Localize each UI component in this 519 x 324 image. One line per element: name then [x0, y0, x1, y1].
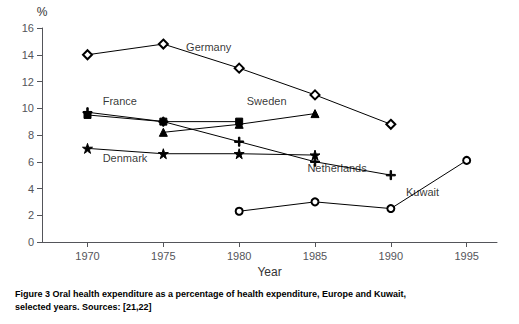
svg-text:14: 14 — [22, 49, 34, 61]
svg-text:selected years. Sources: [21,2: selected years. Sources: [21,22] — [15, 302, 152, 312]
svg-text:8: 8 — [28, 129, 34, 141]
svg-text:1995: 1995 — [454, 250, 478, 262]
svg-text:16: 16 — [22, 22, 34, 34]
svg-text:Year: Year — [257, 265, 281, 279]
svg-text:0: 0 — [28, 236, 34, 248]
svg-text:12: 12 — [22, 76, 34, 88]
svg-text:Germany: Germany — [186, 41, 232, 53]
svg-text:6: 6 — [28, 156, 34, 168]
svg-text:1975: 1975 — [151, 250, 175, 262]
svg-text:%: % — [37, 5, 48, 19]
svg-text:France: France — [103, 95, 137, 107]
svg-text:10: 10 — [22, 102, 34, 114]
svg-text:Netherlands: Netherlands — [307, 162, 367, 174]
svg-text:1980: 1980 — [227, 250, 251, 262]
svg-text:2: 2 — [28, 209, 34, 221]
svg-text:Denmark: Denmark — [103, 152, 148, 164]
svg-text:Figure 3 Oral health expenditu: Figure 3 Oral health expenditure as a pe… — [15, 289, 406, 299]
svg-text:1985: 1985 — [303, 250, 327, 262]
svg-text:Kuwait: Kuwait — [406, 186, 439, 199]
svg-text:Sweden: Sweden — [247, 95, 287, 107]
svg-text:1970: 1970 — [75, 250, 99, 262]
svg-text:1990: 1990 — [379, 250, 403, 262]
svg-text:4: 4 — [28, 183, 34, 195]
